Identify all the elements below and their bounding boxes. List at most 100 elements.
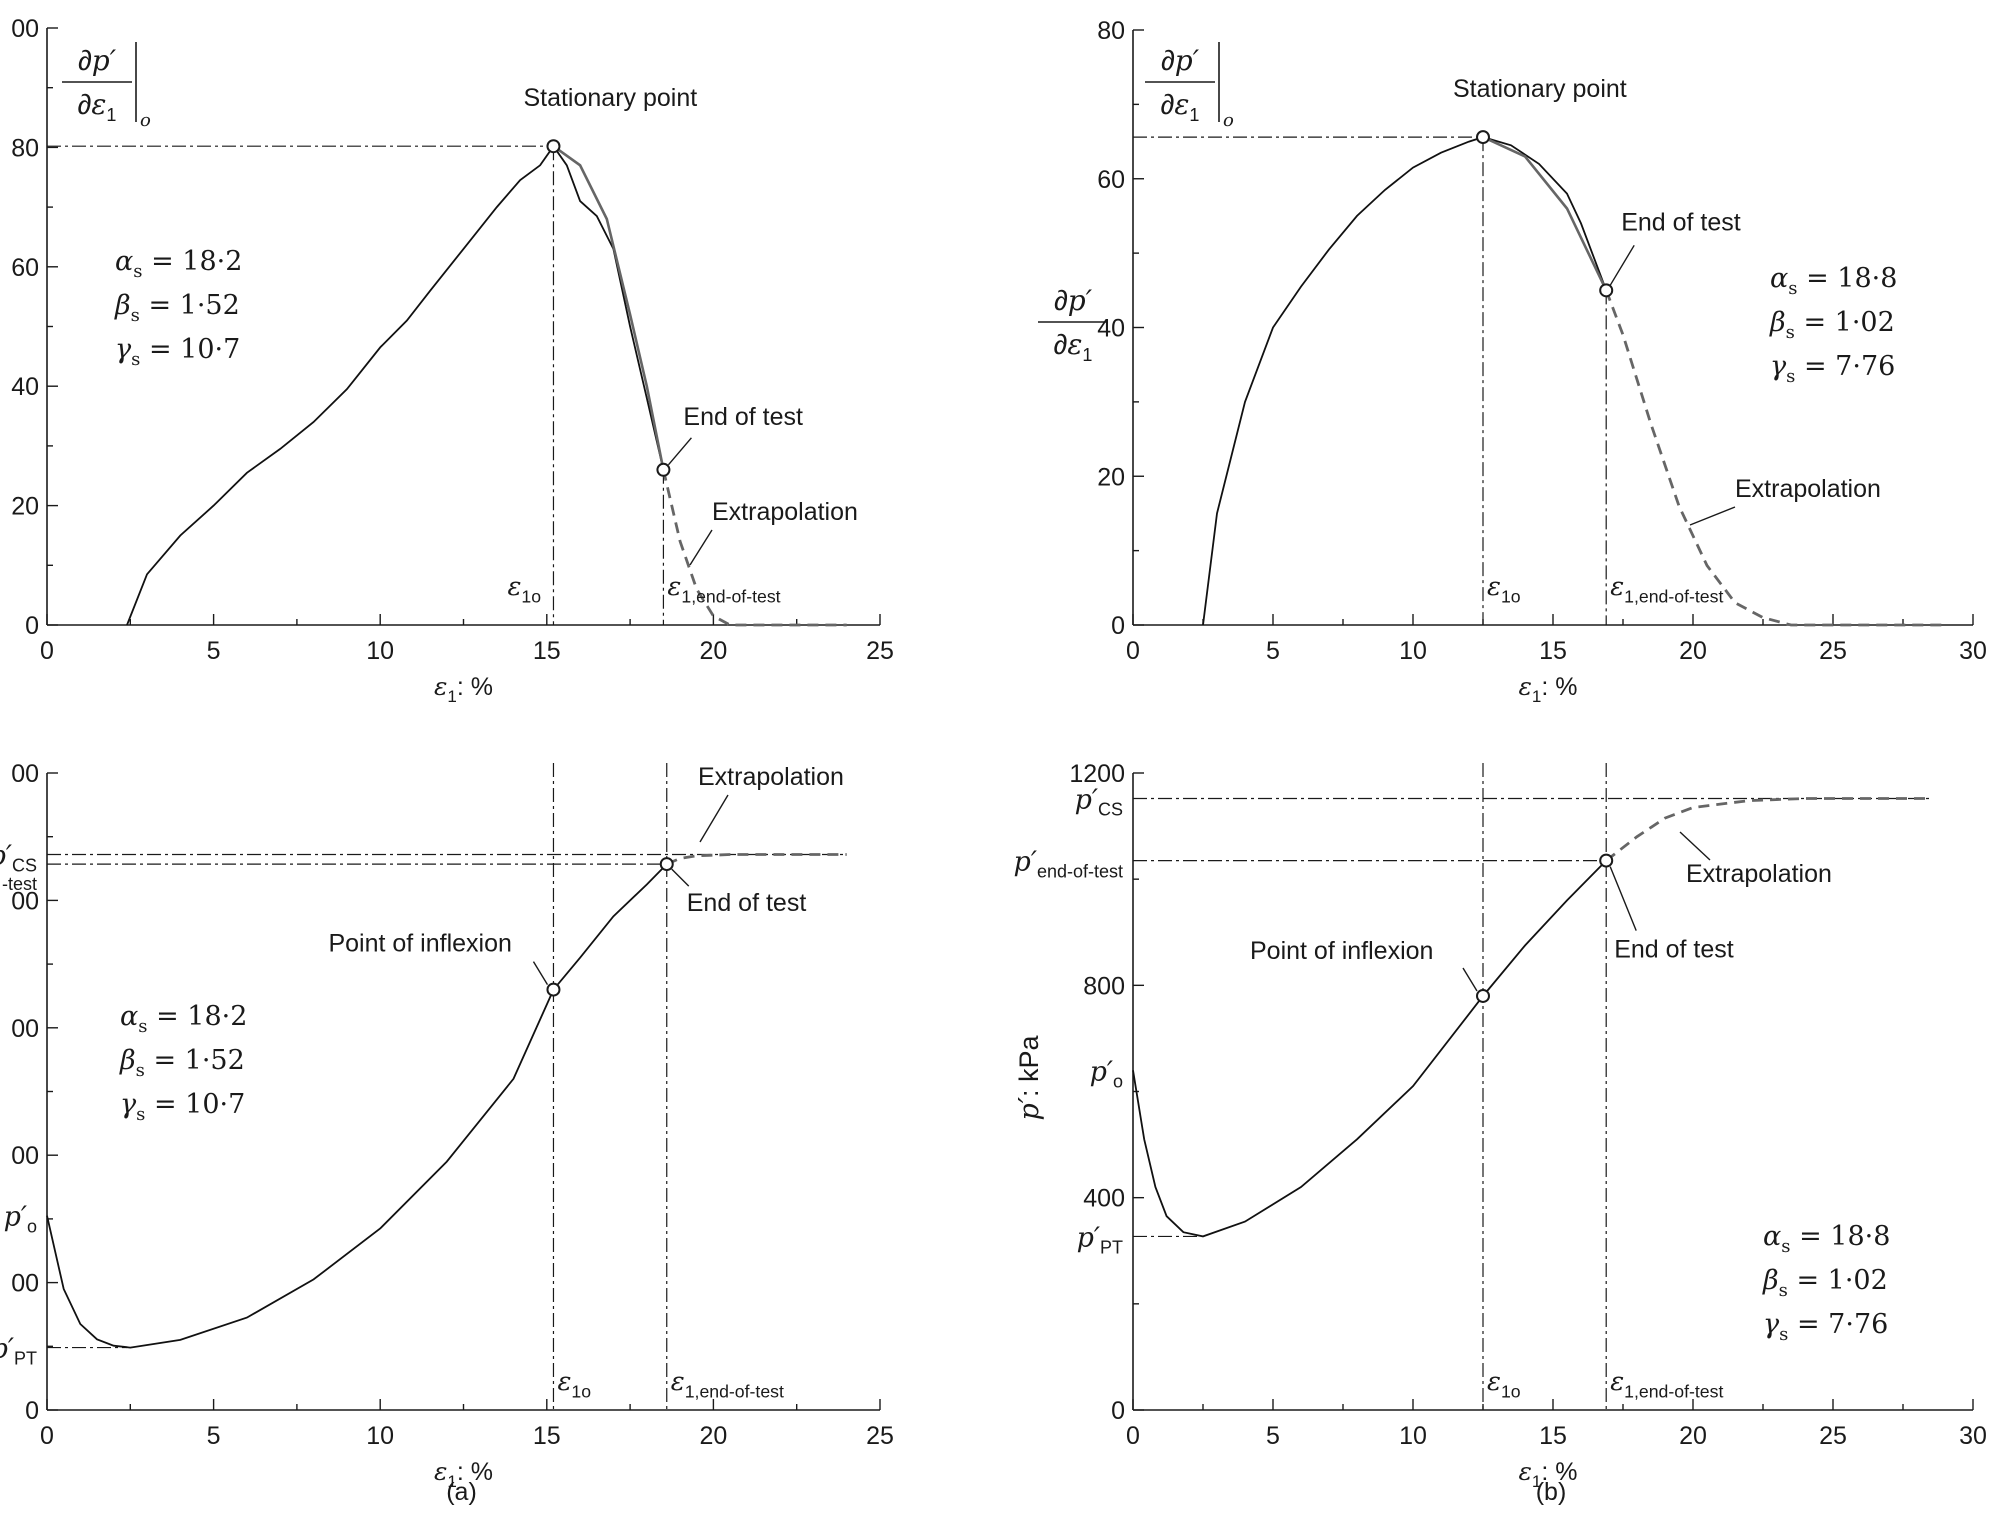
y-tick-label: 1200 — [1069, 760, 1125, 788]
y-tick-label: 0 — [1111, 612, 1125, 640]
param-s: αs = 18·8 — [1770, 263, 1897, 299]
data-point-marker — [1476, 988, 1490, 1003]
x-tick-label: 0 — [1126, 1422, 1140, 1450]
vline-label: ε1o — [507, 572, 541, 606]
y-tick-label: 80 — [11, 134, 39, 162]
y-tick-label: 800 — [1083, 972, 1125, 1000]
y-annotation: p′PT — [1077, 1222, 1123, 1257]
y-tick-label: 0 — [25, 1397, 39, 1425]
chart-b_top: 0 5 10 15 20 25 30 0 20 40 60 80 Stationary point End… — [1097, 17, 1987, 706]
x-tick-label: 20 — [1679, 637, 1707, 665]
extrapolation-label: Extrapolation — [698, 763, 844, 791]
annotation-label: Point of inflexion — [328, 930, 511, 958]
fraction-denominator: ∂ε1 — [1161, 88, 1200, 125]
annotation-label: End of test — [1614, 936, 1734, 964]
extrapolation-leader — [1689, 506, 1736, 526]
x-tick-label: 5 — [1266, 1422, 1280, 1450]
ylabel-b-bottom: p′: kPa — [1014, 1035, 1045, 1121]
x-axis-title: ε1: % — [1518, 1457, 1577, 1491]
x-tick-label: 5 — [207, 1422, 221, 1450]
annotation-label: End of test — [1621, 208, 1741, 236]
series-measured — [1132, 859, 1607, 1238]
data-point-marker — [1476, 130, 1490, 145]
x-tick-label: 10 — [366, 637, 394, 665]
param-s: αs = 18·2 — [115, 246, 242, 282]
series-model-fit — [1482, 135, 1608, 291]
fraction-denominator: ∂ε1 — [78, 88, 117, 125]
x-tick-label: 15 — [1539, 637, 1567, 665]
vline-label: ε1,end-of-test — [667, 572, 780, 606]
x-axis-title: ε1: % — [434, 1457, 493, 1491]
y-tick-label: 00 — [11, 887, 39, 915]
y-annotation: p′o — [4, 1202, 37, 1237]
series-extrapolation — [1605, 797, 1931, 862]
param-s: γs = 10·7 — [115, 334, 240, 370]
chart-b_bottom: 0 5 10 15 20 25 30 0 400 800 1200 Point of inflexio… — [1014, 760, 1987, 1506]
annotation-leader — [1609, 866, 1637, 931]
x-tick-label: 10 — [366, 1422, 394, 1450]
x-tick-label: 15 — [533, 1422, 561, 1450]
ylabel-b-top: ∂p′ ∂ε1 — [1038, 284, 1108, 365]
x-axis-title: ε1: % — [1518, 672, 1577, 706]
series-measured — [126, 144, 665, 626]
y-tick-label: 00 — [11, 15, 39, 43]
param-s: βs = 1·02 — [1762, 1265, 1888, 1301]
chart-a_top: 0 5 10 15 20 25 0 20 40 60 80 00 Stationary point End… — [11, 15, 894, 706]
series-extrapolation — [666, 853, 847, 866]
series-extrapolation — [1604, 289, 1945, 627]
y-tick-label: 20 — [11, 493, 39, 521]
x-tick-label: 20 — [1679, 1422, 1707, 1450]
annotation-leader — [671, 868, 690, 887]
y-tick-label: 00 — [11, 1015, 39, 1043]
annotation-label: End of test — [683, 403, 803, 431]
x-tick-label: 0 — [40, 1422, 54, 1450]
annotation-leader — [667, 437, 692, 466]
ylabel-a-top: ∂p′ ∂ε1 o — [62, 42, 151, 131]
series-measured — [1202, 136, 1608, 626]
x-tick-label: 10 — [1399, 637, 1427, 665]
y-tick-label: 400 — [1083, 1185, 1125, 1213]
param-s: γs = 10·7 — [120, 1089, 245, 1125]
x-tick-label: 20 — [699, 637, 727, 665]
data-point-marker — [546, 982, 561, 997]
x-tick-label: 25 — [1819, 1422, 1847, 1450]
param-s: βs = 1·02 — [1769, 307, 1895, 343]
param-s: γs = 7·76 — [1770, 351, 1895, 387]
data-point-marker — [546, 139, 561, 154]
data-point-marker — [659, 857, 674, 872]
fraction-numerator: ∂p′ — [1054, 284, 1093, 317]
y-tick-label: 80 — [1097, 17, 1125, 45]
extrapolation-label: Extrapolation — [712, 498, 858, 526]
x-tick-label: 10 — [1399, 1422, 1427, 1450]
ylabel-b-top-corner: ∂p′ ∂ε1 o — [1145, 42, 1234, 131]
x-tick-label: 25 — [1819, 637, 1847, 665]
y-annotation: p′CS — [0, 841, 37, 876]
y-annotation: p′PT — [0, 1334, 37, 1369]
x-tick-label: 5 — [207, 637, 221, 665]
vline-label: ε1,end-of-test — [1610, 1367, 1723, 1401]
fraction-numerator: ∂p′ — [1161, 44, 1200, 77]
fraction-denominator: ∂ε1 — [1054, 328, 1093, 365]
x-tick-label: 30 — [1959, 1422, 1987, 1450]
data-point-marker — [1599, 283, 1614, 298]
param-s: αs = 18·2 — [120, 1001, 247, 1037]
param-s: βs = 1·52 — [119, 1045, 245, 1081]
extrapolation-leader — [1679, 831, 1711, 861]
y-tick-label: 40 — [1097, 315, 1125, 343]
data-point-marker — [1599, 853, 1614, 868]
y-tick-label: 0 — [25, 612, 39, 640]
series-measured — [46, 863, 668, 1349]
extrapolation-leader — [699, 794, 729, 843]
y-tick-label: 0 — [1111, 1397, 1125, 1425]
extrapolation-leader — [689, 529, 713, 566]
series-model-fit — [552, 145, 665, 471]
annotation-label: Point of inflexion — [1250, 937, 1433, 965]
annotation-label: End of test — [687, 889, 807, 917]
panel-label: (a) — [446, 1478, 477, 1506]
x-tick-label: 30 — [1959, 637, 1987, 665]
evaluation-subscript: o — [1223, 110, 1234, 131]
annotation-leader — [1609, 244, 1635, 286]
y-annotation: p′CS — [1075, 784, 1123, 819]
